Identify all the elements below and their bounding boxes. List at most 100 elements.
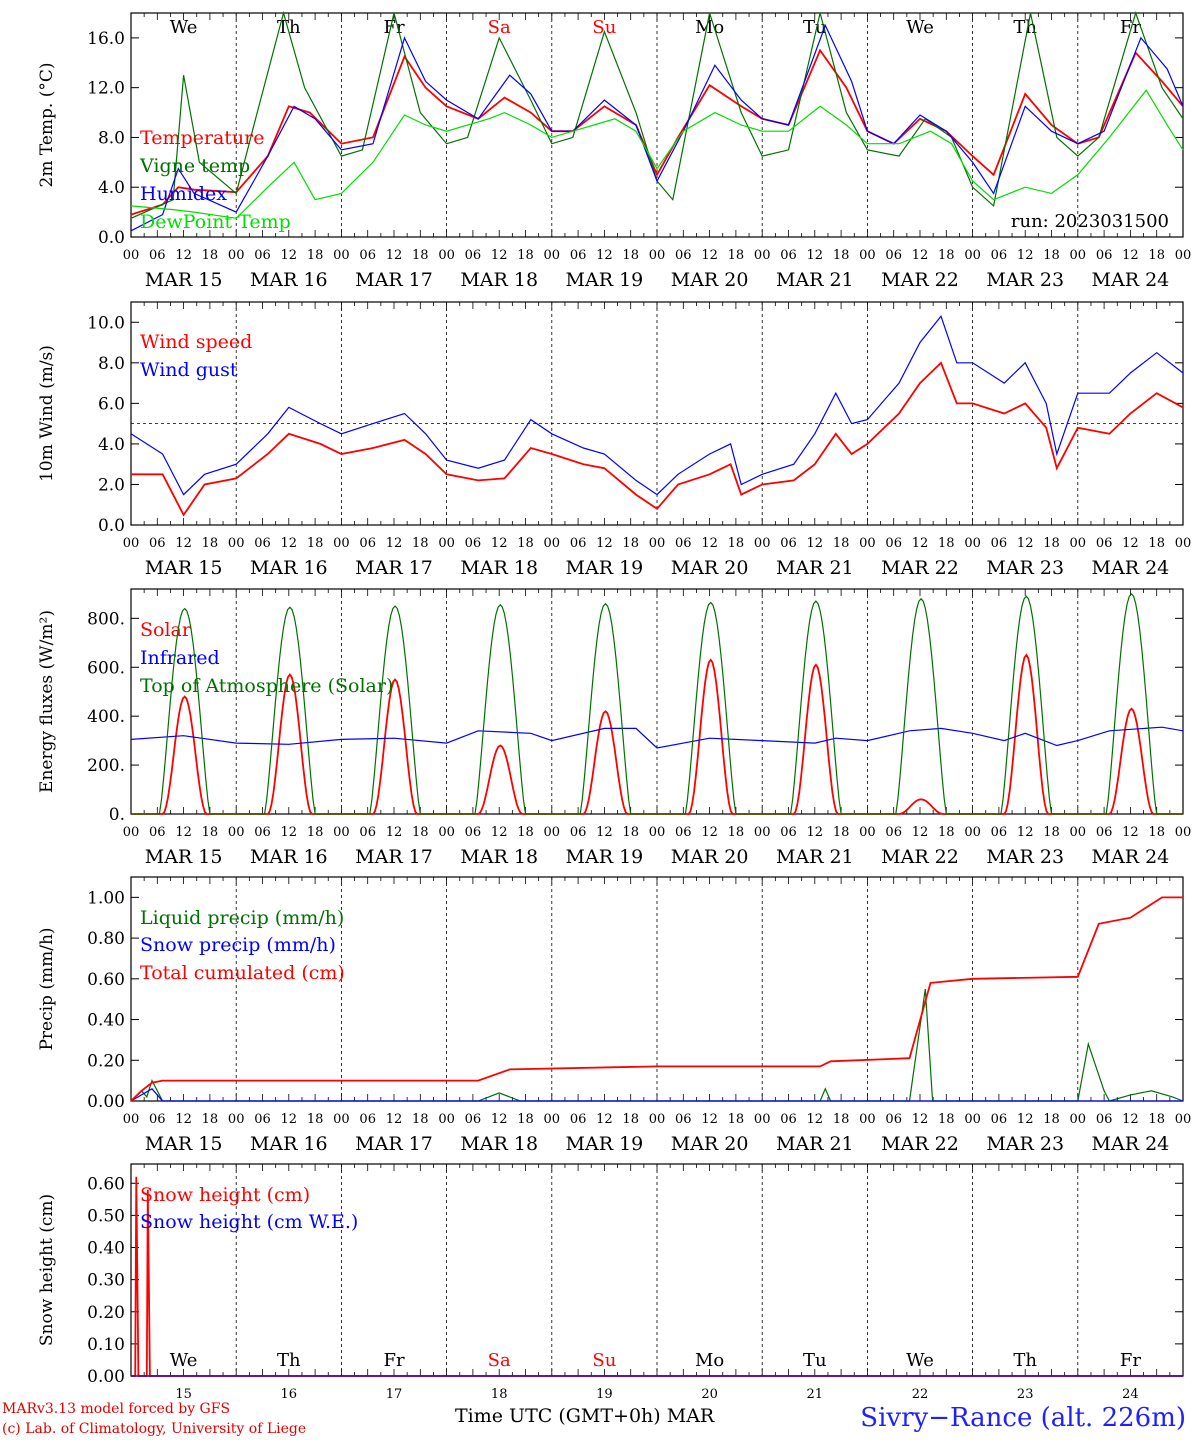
hour-label: 06 bbox=[780, 1112, 797, 1127]
hour-label: 00 bbox=[123, 536, 140, 551]
hour-label: 00 bbox=[649, 825, 666, 840]
hour-label: 06 bbox=[570, 248, 587, 263]
hour-label: 12 bbox=[175, 536, 192, 551]
hour-label: 06 bbox=[465, 248, 482, 263]
hour-label: 18 bbox=[1148, 248, 1165, 263]
date-label: MAR 16 bbox=[250, 846, 328, 868]
hour-label: 12 bbox=[807, 1112, 824, 1127]
date-label: MAR 18 bbox=[460, 846, 538, 868]
date-label: MAR 20 bbox=[671, 269, 749, 291]
y-axis-label: Energy fluxes (W/m²) bbox=[37, 610, 57, 793]
date-label: MAR 16 bbox=[250, 1133, 328, 1155]
date-label: MAR 15 bbox=[145, 1133, 223, 1155]
hour-label: 12 bbox=[912, 536, 929, 551]
date-label: MAR 16 bbox=[250, 557, 328, 579]
hour-label: 00 bbox=[859, 536, 876, 551]
hour-label: 06 bbox=[675, 1112, 692, 1127]
hour-label: 00 bbox=[1175, 536, 1192, 551]
hour-label: 12 bbox=[491, 248, 508, 263]
hour-label: 06 bbox=[149, 536, 166, 551]
y-tick-label: 0.00 bbox=[87, 1367, 125, 1387]
hour-label: 06 bbox=[991, 248, 1008, 263]
hour-label: 12 bbox=[281, 536, 298, 551]
hour-label: 06 bbox=[885, 536, 902, 551]
hour-label: 18 bbox=[307, 1112, 324, 1127]
weekday-label: Fr bbox=[1120, 1350, 1141, 1371]
hour-label: 18 bbox=[517, 825, 534, 840]
legend-entry: Top of Atmosphere (Solar) bbox=[140, 675, 393, 697]
hour-label: 18 bbox=[307, 825, 324, 840]
panel-1: 0.0 4.0 8.0 12.0 16.0 2m Temp. (°C) We Th Fr Sa Su… bbox=[37, 10, 1192, 291]
day-number-label: 20 bbox=[701, 1387, 718, 1402]
plot-frame bbox=[130, 588, 1184, 815]
hour-label: 12 bbox=[1122, 1112, 1139, 1127]
hour-label: 06 bbox=[675, 825, 692, 840]
hour-label: 18 bbox=[728, 825, 745, 840]
hour-label: 12 bbox=[1017, 536, 1034, 551]
hour-label: 00 bbox=[964, 1112, 981, 1127]
hour-label: 06 bbox=[1096, 248, 1113, 263]
panel-2: 0.0 2.0 4.0 6.0 8.0 10.0 10m Wind (m/s) 00 06 12 1… bbox=[37, 301, 1192, 579]
legend-entry: Infrared bbox=[140, 647, 220, 669]
y-tick-label: 0.20 bbox=[87, 1303, 125, 1323]
date-label: MAR 24 bbox=[1092, 846, 1170, 868]
weekday-label: We bbox=[906, 1350, 934, 1371]
hour-label: 06 bbox=[149, 248, 166, 263]
hour-label: 18 bbox=[307, 248, 324, 263]
hour-label: 00 bbox=[123, 825, 140, 840]
y-tick-label: 400. bbox=[87, 707, 125, 727]
hour-label: 00 bbox=[544, 1112, 561, 1127]
date-label: MAR 15 bbox=[145, 557, 223, 579]
series-line bbox=[130, 896, 1183, 1102]
y-tick-label: 10.0 bbox=[87, 313, 125, 333]
y-tick-label: 1.00 bbox=[87, 888, 125, 908]
series-line bbox=[130, 1088, 1183, 1102]
hour-label: 18 bbox=[517, 536, 534, 551]
weekday-label: Th bbox=[1013, 1350, 1037, 1371]
hour-label: 12 bbox=[281, 1112, 298, 1127]
hour-label: 00 bbox=[123, 248, 140, 263]
y-tick-label: 0.20 bbox=[87, 1051, 125, 1071]
hour-label: 12 bbox=[386, 1112, 403, 1127]
hour-label: 18 bbox=[728, 248, 745, 263]
weekday-label: Fr bbox=[1120, 17, 1141, 38]
date-label: MAR 22 bbox=[881, 1133, 959, 1155]
date-label: MAR 17 bbox=[355, 846, 433, 868]
hour-label: 06 bbox=[465, 1112, 482, 1127]
date-label: MAR 23 bbox=[986, 269, 1064, 291]
panel-4: 0.00 0.20 0.40 0.60 0.80 1.00 Precip (mm/h) 00 0… bbox=[37, 876, 1191, 1155]
hour-label: 18 bbox=[833, 536, 850, 551]
hour-label: 00 bbox=[123, 1112, 140, 1127]
hour-label: 00 bbox=[1175, 248, 1192, 263]
y-axis-label: Snow height (cm) bbox=[37, 1194, 57, 1346]
weekday-label: Su bbox=[592, 1350, 616, 1371]
weekday-label: Th bbox=[1013, 17, 1037, 38]
date-label: MAR 19 bbox=[566, 846, 644, 868]
hour-label: 06 bbox=[149, 825, 166, 840]
hour-label: 06 bbox=[254, 825, 271, 840]
hour-label: 06 bbox=[359, 536, 376, 551]
hour-label: 12 bbox=[912, 248, 929, 263]
legend-entry: Solar bbox=[140, 619, 192, 641]
date-label: MAR 23 bbox=[986, 557, 1064, 579]
hour-label: 06 bbox=[254, 1112, 271, 1127]
date-label: MAR 20 bbox=[671, 1133, 749, 1155]
day-number-label: 15 bbox=[175, 1387, 192, 1402]
weekday-label: We bbox=[170, 17, 198, 38]
y-tick-label: 4.0 bbox=[98, 435, 125, 455]
hour-label: 18 bbox=[202, 1112, 219, 1127]
hour-label: 12 bbox=[491, 536, 508, 551]
day-number-label: 18 bbox=[491, 1387, 508, 1402]
hour-label: 18 bbox=[1043, 1112, 1060, 1127]
date-label: MAR 15 bbox=[145, 269, 223, 291]
y-tick-label: 600. bbox=[87, 658, 125, 678]
hour-label: 18 bbox=[728, 1112, 745, 1127]
hour-label: 12 bbox=[1017, 825, 1034, 840]
hour-label: 18 bbox=[202, 536, 219, 551]
hour-label: 06 bbox=[675, 248, 692, 263]
hour-label: 00 bbox=[544, 536, 561, 551]
run-annotation: run: 2023031500 bbox=[1011, 211, 1169, 232]
hour-label: 06 bbox=[780, 825, 797, 840]
date-label: MAR 21 bbox=[776, 557, 854, 579]
hour-label: 12 bbox=[281, 248, 298, 263]
